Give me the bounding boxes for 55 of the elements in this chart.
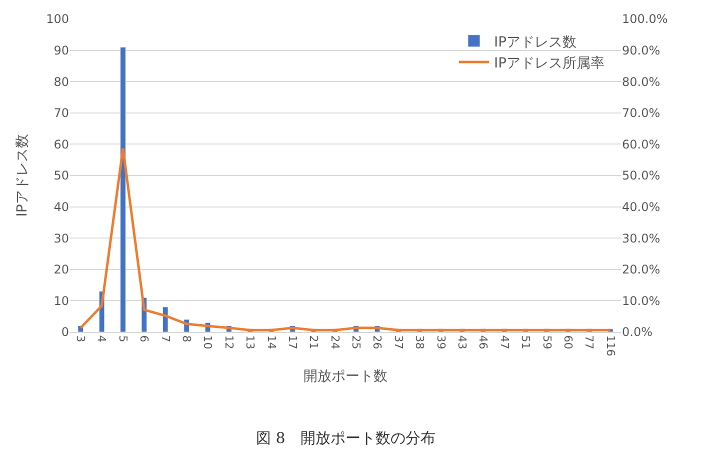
x-tick-label: 14 bbox=[264, 335, 278, 350]
x-tick-label: 39 bbox=[434, 335, 448, 350]
x-tick-label: 59 bbox=[540, 335, 554, 350]
x-tick-label: 3 bbox=[74, 335, 88, 342]
x-tick-label: 13 bbox=[244, 335, 257, 350]
y2-tick-label: 10.0% bbox=[622, 294, 660, 308]
caption: 図 8 開放ポート数の分布 bbox=[256, 429, 436, 447]
y-tick-label: 40 bbox=[54, 200, 69, 214]
x-axis-title: 開放ポート数 bbox=[304, 368, 388, 384]
y2-tick-label: 70.0% bbox=[622, 106, 660, 120]
y-tick-label: 60 bbox=[54, 137, 69, 152]
y2-tick-label: 60.0% bbox=[622, 137, 660, 152]
x-tick-label: 116 bbox=[604, 335, 617, 356]
x-tick-label: 47 bbox=[498, 335, 511, 350]
x-tick-label: 37 bbox=[392, 335, 405, 350]
legend-label: IPアドレス数 bbox=[494, 34, 577, 50]
x-tick-label: 26 bbox=[370, 335, 384, 350]
y-tick-label: 0 bbox=[61, 325, 69, 340]
bar bbox=[120, 46, 126, 332]
y-tick-label: 70 bbox=[54, 106, 69, 120]
x-tick-label: 5 bbox=[116, 335, 130, 342]
x-tick-label: 38 bbox=[413, 335, 426, 350]
y2-tick-label: 50.0% bbox=[622, 168, 660, 183]
y-tick-label: 30 bbox=[54, 231, 69, 246]
x-tick-label: 46 bbox=[476, 335, 490, 350]
line-series bbox=[79, 147, 612, 332]
x-tick-label: 77 bbox=[582, 335, 596, 350]
y-tick-label: 80 bbox=[54, 74, 69, 89]
x-tick-label: 24 bbox=[328, 335, 342, 350]
x-tick-label: 10 bbox=[201, 335, 214, 350]
x-tick-label: 12 bbox=[222, 335, 236, 350]
y2-tick-label: 20.0% bbox=[622, 262, 660, 277]
y-tick-label: 20 bbox=[54, 262, 69, 277]
x-tick-label: 21 bbox=[307, 335, 320, 350]
y-tick-label: 10 bbox=[54, 294, 69, 308]
y-tick-label: 90 bbox=[54, 44, 69, 58]
y2-tick-label: 40.0% bbox=[622, 200, 660, 214]
x-tick-label: 43 bbox=[455, 335, 468, 350]
x-tick-label: 6 bbox=[138, 335, 151, 342]
y2-tick-label: 80.0% bbox=[622, 74, 660, 89]
x-tick-label: 51 bbox=[519, 335, 532, 350]
x-tick-label: 17 bbox=[286, 335, 299, 350]
x-tick-label: 60 bbox=[561, 335, 574, 350]
x-tick-label: 7 bbox=[158, 335, 172, 342]
y2-tick-label: 90.0% bbox=[622, 44, 660, 58]
x-tick-label: 4 bbox=[95, 335, 108, 342]
y2-tick-label: 100.0% bbox=[622, 12, 668, 26]
y-axis-title: IPアドレス数 bbox=[14, 134, 31, 217]
legend-label: IPアドレス所属率 bbox=[494, 56, 605, 72]
y2-tick-label: 0.0% bbox=[622, 325, 652, 340]
y2-tick-label: 30.0% bbox=[622, 231, 660, 246]
y-tick-label: 100 bbox=[46, 12, 69, 26]
x-tick-label: 25 bbox=[350, 335, 363, 350]
x-tick-label: 8 bbox=[180, 335, 193, 342]
y-tick-label: 50 bbox=[54, 168, 69, 183]
